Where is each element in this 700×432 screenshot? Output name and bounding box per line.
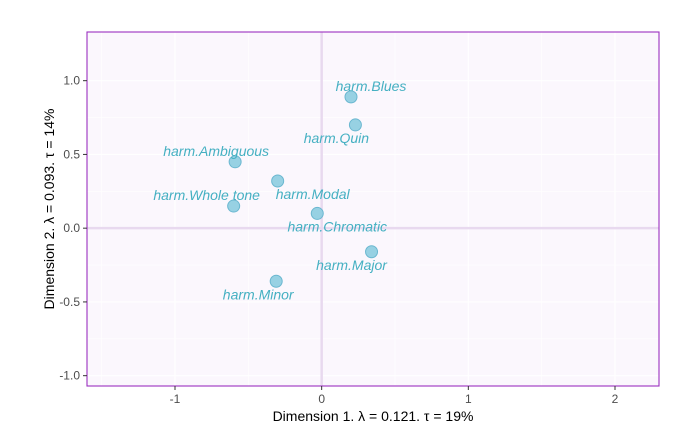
x-tick-label: 0	[318, 392, 325, 406]
y-axis-title: Dimension 2. λ = 0.093. τ = 14%	[41, 109, 57, 310]
point-label: harm.Chromatic	[287, 218, 387, 234]
point-label: harm.Quin	[304, 130, 370, 146]
data-point	[271, 174, 285, 188]
data-point	[227, 199, 241, 213]
data-point	[348, 118, 362, 132]
y-tick-label: -0.5	[59, 295, 80, 309]
data-point	[228, 155, 242, 169]
axis-ticks: -1 0 1 2 -1.0 -0.5 0.0 0.5 1.0	[59, 74, 618, 406]
data-point	[269, 274, 283, 288]
data-point	[344, 90, 358, 104]
point-label: harm.Major	[316, 257, 388, 273]
x-axis-title: Dimension 1. λ = 0.121. τ = 19%	[273, 408, 474, 424]
x-tick-label: 1	[465, 392, 472, 406]
point-label: harm.Minor	[223, 286, 295, 302]
data-point	[365, 245, 379, 259]
x-tick-label: 2	[612, 392, 619, 406]
point-label: harm.Whole tone	[153, 187, 260, 203]
x-tick-label: -1	[170, 392, 181, 406]
y-tick-label: 0.0	[63, 221, 80, 235]
point-label: harm.Modal	[276, 186, 351, 202]
y-tick-label: 1.0	[63, 74, 80, 88]
data-points	[227, 90, 379, 288]
point-labels: harm.Blues harm.Quin harm.Ambiguous harm.Mo…	[153, 78, 406, 302]
point-label: harm.Ambiguous	[163, 143, 269, 159]
y-tick-label: 0.5	[63, 147, 80, 161]
plot-border	[86, 31, 660, 387]
y-tick-label: -1.0	[59, 369, 80, 383]
plot-panel	[87, 32, 659, 386]
point-label: harm.Blues	[336, 78, 407, 94]
data-point	[310, 206, 324, 220]
